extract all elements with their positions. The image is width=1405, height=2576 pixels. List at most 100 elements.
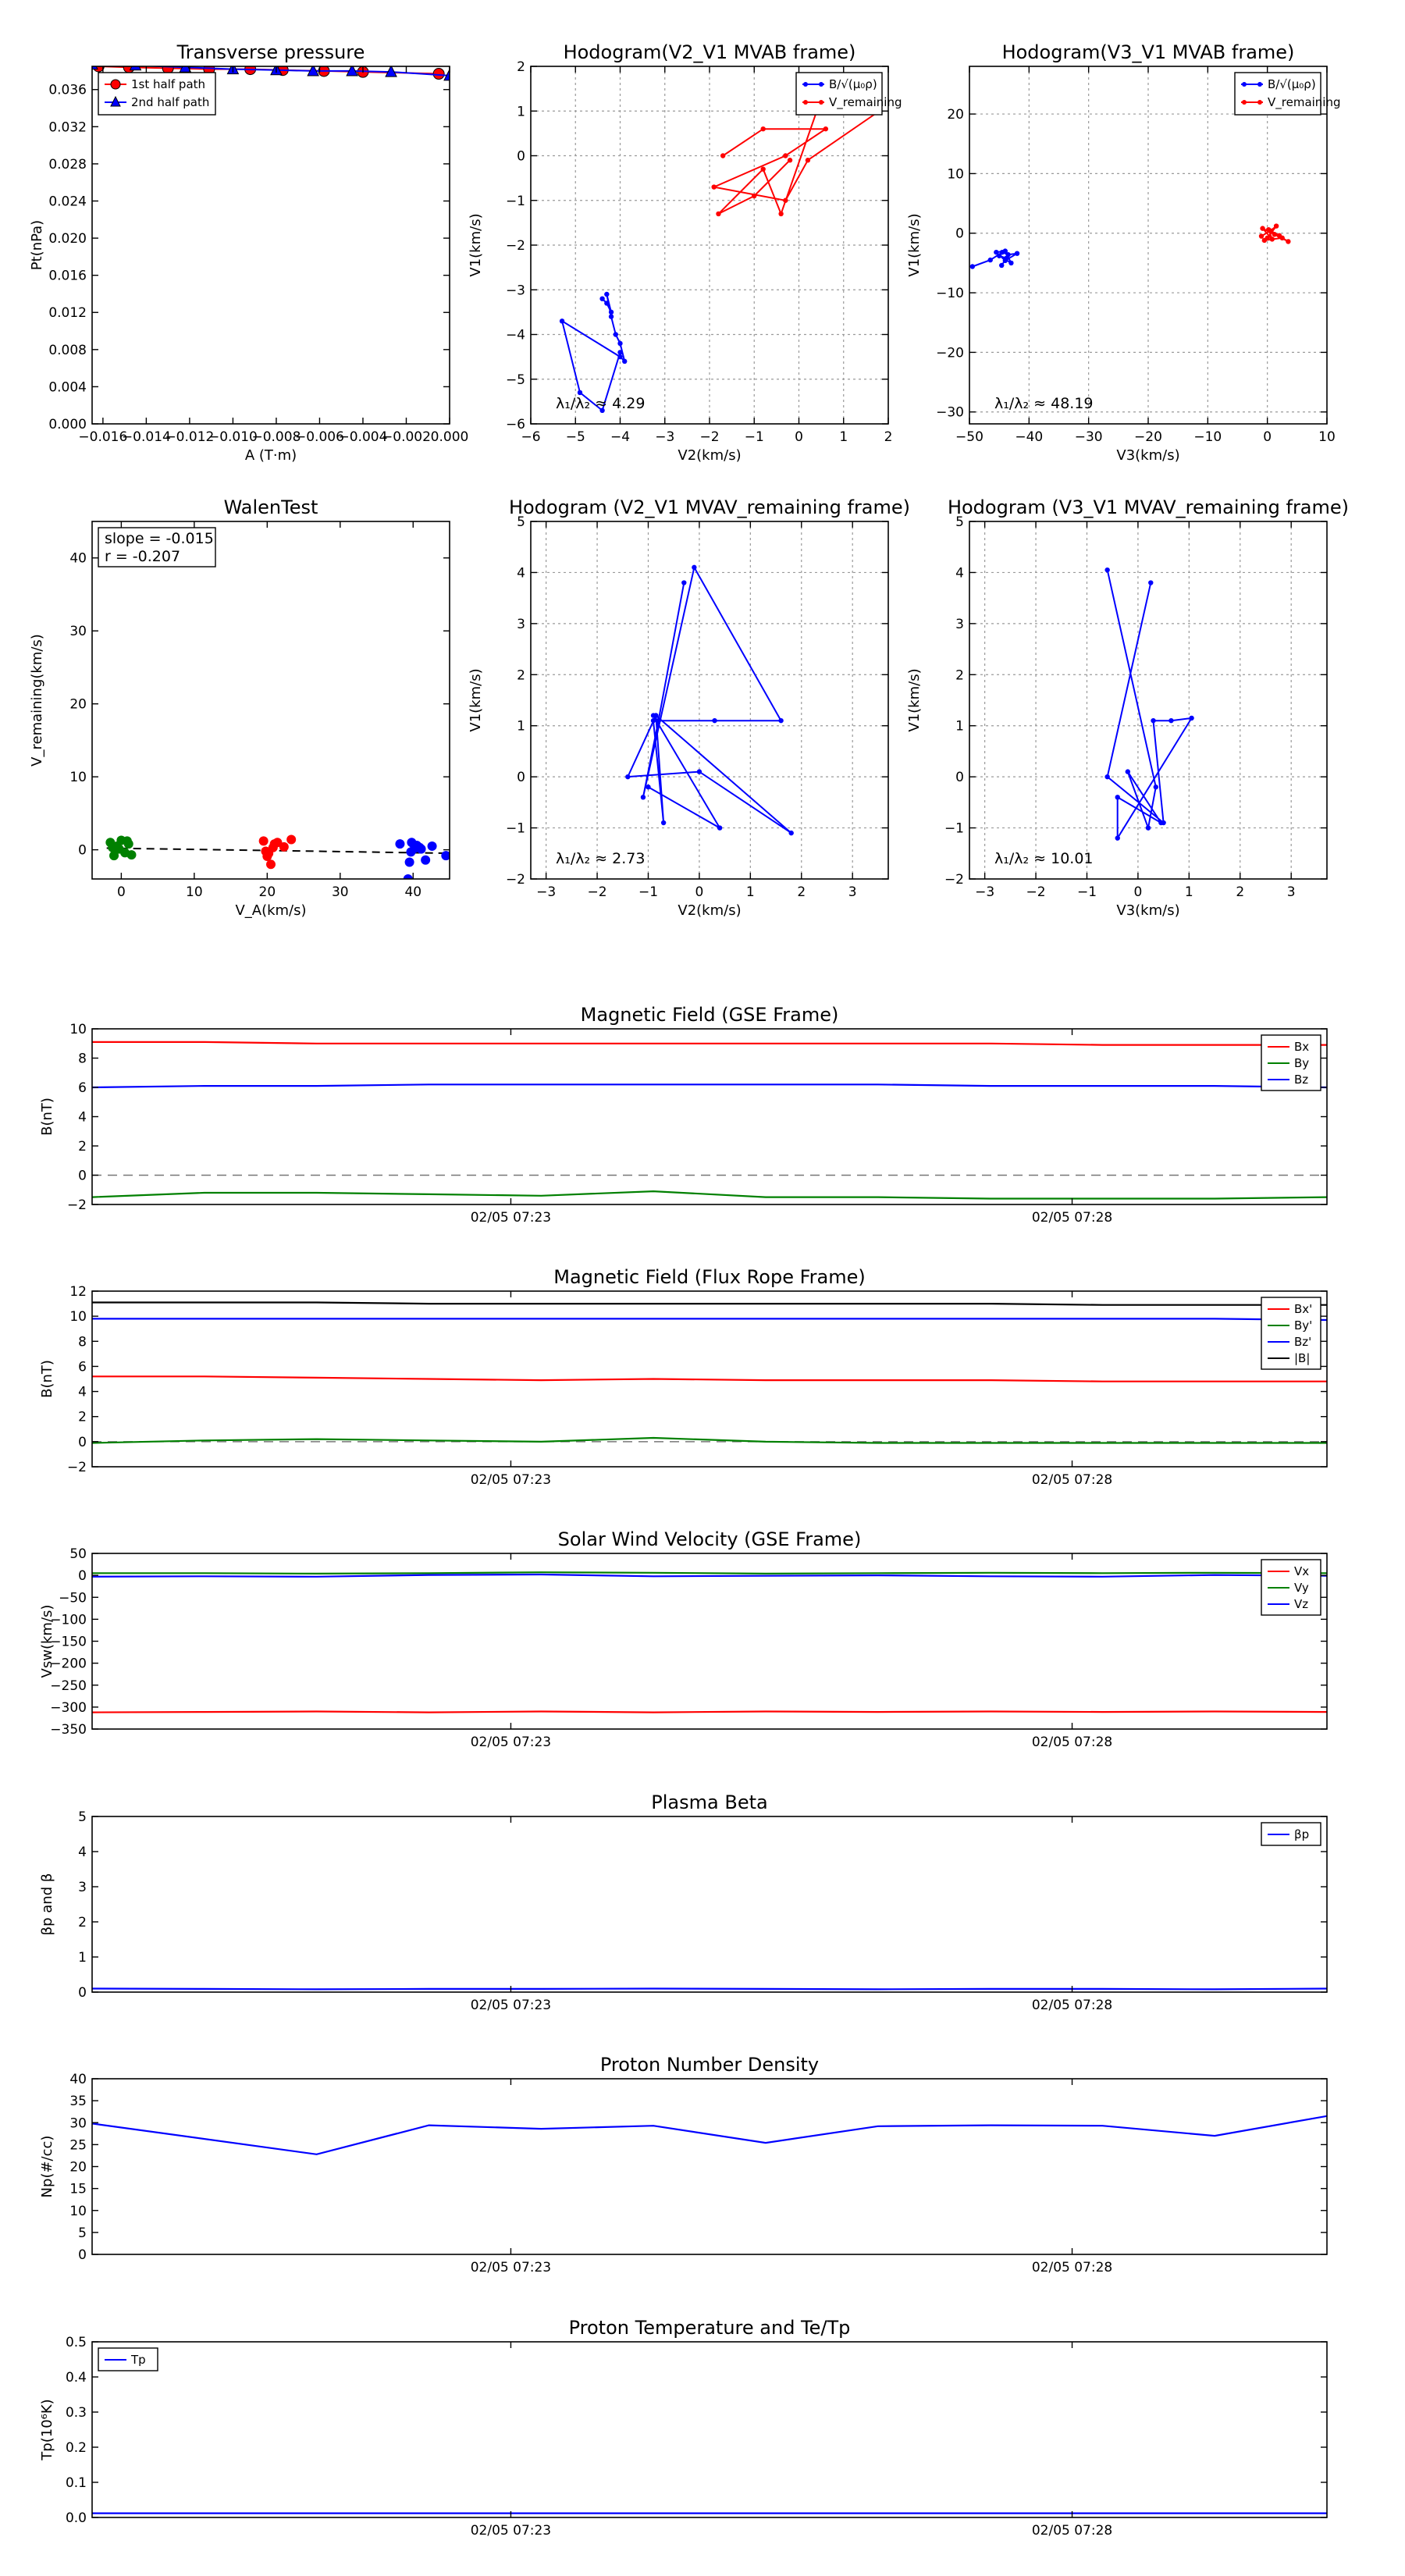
y-tick-label: 50 bbox=[69, 1546, 87, 1562]
data-point bbox=[443, 68, 450, 81]
data-point bbox=[711, 184, 717, 190]
x-tick-label: 0 bbox=[117, 884, 126, 900]
data-point bbox=[385, 66, 397, 77]
data-point bbox=[1145, 825, 1151, 831]
y-tick-label: 4 bbox=[78, 1110, 87, 1126]
y-tick-label: 0 bbox=[517, 770, 525, 785]
plot-frame bbox=[91, 1553, 1328, 1730]
y-tick-label: −2 bbox=[506, 238, 525, 254]
y-tick-label: 12 bbox=[69, 1284, 87, 1300]
x-tick-label: 0 bbox=[1134, 884, 1143, 900]
x-tick-label: −50 bbox=[955, 429, 984, 445]
chart-title: Plasma Beta bbox=[651, 1791, 767, 1813]
data-point bbox=[823, 126, 829, 132]
plot-frame bbox=[91, 66, 450, 425]
scatter-point bbox=[266, 859, 276, 870]
data-point bbox=[622, 358, 628, 365]
y-tick-label: 25 bbox=[69, 2137, 87, 2153]
y-tick-label: 3 bbox=[517, 617, 525, 632]
legend-marker bbox=[1242, 82, 1247, 87]
x-tick-label: 02/05 07:23 bbox=[471, 1472, 551, 1488]
chart-walen-test: 0 10 20 30 40 0 10 20 30 40 WalenTest V_A(km/s) V_re… bbox=[29, 496, 450, 919]
scatter-point bbox=[407, 838, 417, 848]
data-point bbox=[617, 350, 623, 355]
y-axis-label: Pt(nPa) bbox=[29, 220, 45, 270]
data-point bbox=[987, 257, 993, 263]
chart-title: Hodogram (V2_V1 MVAV_remaining frame) bbox=[509, 496, 910, 518]
y-tick-label: 30 bbox=[69, 624, 87, 639]
legend-label: B/√(μ₀ρ) bbox=[1268, 77, 1316, 91]
x-tick-label: 02/05 07:23 bbox=[471, 2260, 551, 2275]
x-axis-label: V3(km/s) bbox=[1116, 902, 1179, 919]
plot-frame bbox=[91, 2341, 1328, 2518]
data-point bbox=[617, 340, 623, 347]
x-tick-label: 02/05 07:28 bbox=[1032, 1735, 1112, 1750]
y-tick-label: −300 bbox=[50, 1700, 87, 1716]
data-point bbox=[1004, 255, 1009, 261]
chart-plasma-beta: 02/05 07:23 02/05 07:28 0 1 2 3 4 5 Plasma Beta β… bbox=[39, 1791, 1328, 2013]
x-tick-label: −3 bbox=[655, 429, 674, 445]
plot-frame bbox=[91, 1290, 1328, 1468]
plot-frame bbox=[91, 2078, 1328, 2255]
legend-label: Tp bbox=[130, 2353, 146, 2367]
data-point bbox=[432, 68, 445, 80]
y-axis-label: Vsw(km/s) bbox=[39, 1605, 55, 1678]
series-line-1 bbox=[711, 110, 882, 216]
chart-magnetic-field-gse: 02/05 07:23 02/05 07:28 −2 0 2 4 6 8 10 Magnetic … bbox=[39, 1004, 1328, 1226]
data-point bbox=[559, 318, 565, 324]
y-tick-label: −100 bbox=[50, 1612, 87, 1628]
y-tick-label: 0 bbox=[517, 149, 525, 165]
legend-marker bbox=[819, 100, 823, 105]
data-point bbox=[1115, 835, 1120, 841]
chart-title: Solar Wind Velocity (GSE Frame) bbox=[558, 1528, 862, 1550]
y-axis-label: βp and β bbox=[39, 1873, 55, 1936]
x-tick-label: 20 bbox=[259, 884, 276, 900]
data-point bbox=[783, 197, 788, 203]
y-tick-label: 0.3 bbox=[66, 2405, 87, 2421]
x-tick-label: 30 bbox=[332, 884, 349, 900]
y-tick-label: 3 bbox=[955, 617, 964, 632]
y-tick-label: −2 bbox=[67, 1460, 87, 1475]
y-tick-label: −250 bbox=[50, 1678, 87, 1694]
data-point bbox=[760, 126, 766, 132]
legend-marker bbox=[819, 82, 823, 87]
x-tick-label: −2 bbox=[699, 429, 719, 445]
chart-title: Magnetic Field (Flux Rope Frame) bbox=[553, 1266, 865, 1288]
y-tick-label: −350 bbox=[50, 1722, 87, 1738]
x-tick-label: −40 bbox=[1015, 429, 1043, 445]
legend-box bbox=[1234, 72, 1321, 116]
plot-area bbox=[92, 2115, 1327, 2155]
scatter-point bbox=[404, 857, 414, 867]
series-line-2 bbox=[92, 1083, 1327, 1089]
y-tick-label: 0.028 bbox=[48, 157, 87, 173]
scatter-point bbox=[108, 842, 118, 852]
y-axis-label: Np(#/cc) bbox=[39, 2136, 55, 2198]
x-tick-label: 1 bbox=[746, 884, 755, 900]
y-tick-label: 40 bbox=[69, 551, 87, 567]
series-line-0 bbox=[1106, 569, 1193, 841]
data-point bbox=[1115, 795, 1120, 800]
data-point bbox=[646, 785, 651, 790]
y-tick-label: 4 bbox=[517, 565, 525, 581]
y-tick-label: 35 bbox=[69, 2094, 87, 2109]
legend-marker bbox=[803, 82, 808, 87]
y-tick-label: −2 bbox=[944, 872, 964, 888]
y-tick-label: 40 bbox=[69, 2072, 87, 2087]
y-axis-label: V1(km/s) bbox=[468, 668, 484, 731]
x-tick-label: −0.006 bbox=[295, 429, 344, 445]
y-tick-label: 8 bbox=[78, 1334, 87, 1350]
data-point bbox=[696, 769, 702, 774]
y-tick-label: −3 bbox=[506, 283, 525, 298]
x-tick-label: 02/05 07:23 bbox=[471, 1210, 551, 1226]
x-tick-label: 02/05 07:28 bbox=[1032, 1998, 1112, 2013]
x-tick-label: 02/05 07:23 bbox=[471, 1998, 551, 2013]
y-tick-label: 0 bbox=[78, 843, 87, 859]
plot-area bbox=[559, 109, 882, 414]
data-point bbox=[1002, 248, 1008, 254]
data-point bbox=[1258, 233, 1264, 239]
x-tick-label: 02/05 07:28 bbox=[1032, 2260, 1112, 2275]
scatter-point bbox=[414, 842, 425, 852]
legend-box bbox=[795, 72, 883, 116]
